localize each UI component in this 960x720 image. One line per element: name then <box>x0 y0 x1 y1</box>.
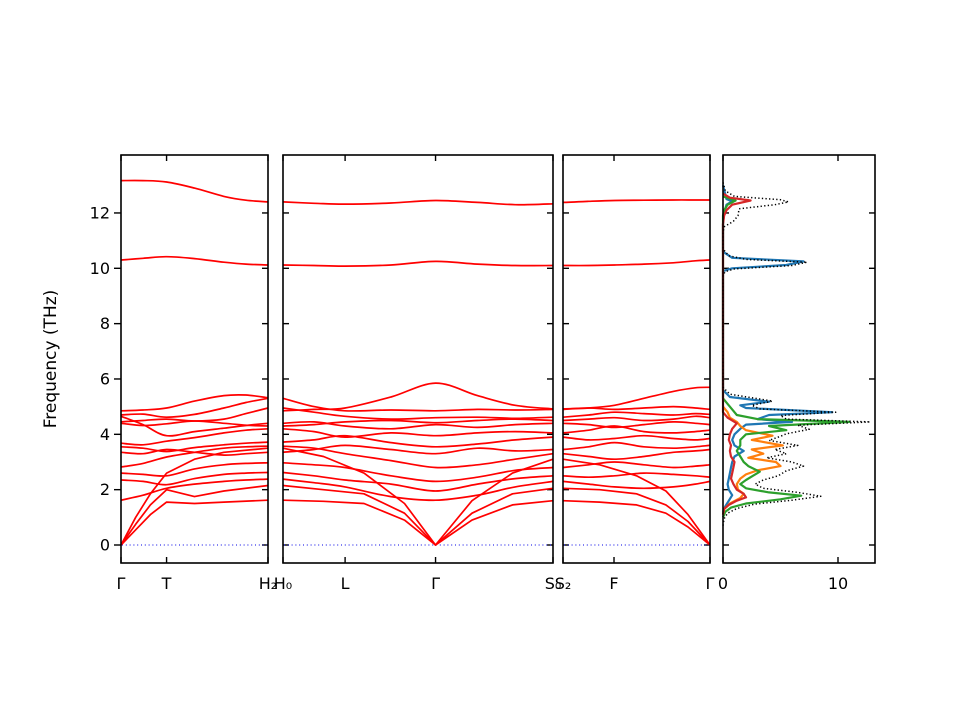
x-tick-label: 0 <box>718 574 728 593</box>
x-tick-label: T <box>161 574 172 593</box>
y-tick-label: 10 <box>90 259 110 278</box>
x-tick-label: L <box>341 574 350 593</box>
panel-border <box>120 154 269 564</box>
phonon-band <box>282 397 554 412</box>
phonon-band <box>562 199 710 204</box>
phonon-band <box>120 255 269 266</box>
phonon-band <box>120 397 269 419</box>
x-tick-label: Γ <box>706 574 715 593</box>
phonon-band <box>282 484 554 546</box>
phonon-band <box>282 447 554 546</box>
phonon-band <box>120 407 269 423</box>
dos-curve-pdos-blue <box>721 185 834 513</box>
phonon-band <box>562 461 711 469</box>
phonon-band <box>562 259 711 267</box>
phonon-band <box>282 199 554 206</box>
x-tick-label: Γ <box>117 574 126 593</box>
phonon-band <box>120 471 269 486</box>
y-tick-label: 0 <box>100 536 110 555</box>
phonon-band <box>282 499 554 546</box>
panel-border <box>562 154 711 564</box>
y-tick-label: 6 <box>100 369 110 388</box>
phonon-band <box>282 434 554 448</box>
phonon-band <box>120 484 269 546</box>
phonon-band <box>282 478 554 502</box>
y-tick-label: 2 <box>100 480 110 499</box>
phonon-band <box>120 448 269 456</box>
phonon-band <box>282 461 554 483</box>
y-tick-label: 12 <box>90 203 110 222</box>
phonon-band <box>282 382 554 412</box>
phonon-band <box>282 427 554 438</box>
phonon-band <box>562 441 711 451</box>
x-tick-label: H₀ <box>274 574 292 593</box>
phonon-band <box>120 427 269 446</box>
panel-border <box>282 154 554 564</box>
phonon-band <box>562 448 711 461</box>
phonon-band <box>562 411 711 419</box>
phonon-band <box>562 480 711 490</box>
y-tick-label: 4 <box>100 425 110 444</box>
phonon-band <box>562 386 711 410</box>
phonon-band <box>562 425 711 434</box>
phonon-band <box>282 420 554 430</box>
phonon-band <box>282 444 554 455</box>
phonon-band <box>282 407 554 420</box>
x-tick-label: F <box>609 574 618 593</box>
phonon-band <box>120 393 269 412</box>
panel-border <box>722 154 876 564</box>
phonon-band <box>120 499 269 546</box>
x-tick-label: H₂ <box>259 574 277 593</box>
phonon-band <box>282 260 554 267</box>
x-tick-label: S₂ <box>555 574 572 593</box>
phonon-band <box>120 179 269 203</box>
phonon-band <box>282 471 554 492</box>
phonon-band <box>562 415 711 422</box>
phonon-band <box>120 478 269 502</box>
phonon-band <box>562 472 711 479</box>
phonon-band <box>562 434 711 441</box>
dos-curve-pdos-red <box>721 192 752 515</box>
y-tick-label: 8 <box>100 314 110 333</box>
x-tick-label: Γ <box>431 574 440 593</box>
phonon-band <box>120 447 269 546</box>
phonon-band <box>120 441 269 453</box>
y-axis-label: Frequency (THz) <box>41 289 61 429</box>
phonon-band <box>562 499 711 546</box>
dos-curve-pdos-green <box>721 195 851 518</box>
x-tick-label: S₀ <box>545 574 562 593</box>
x-tick-label: 10 <box>828 574 848 593</box>
phonon-band <box>120 461 269 477</box>
phonon-band <box>562 421 711 429</box>
phonon-band <box>562 487 711 546</box>
